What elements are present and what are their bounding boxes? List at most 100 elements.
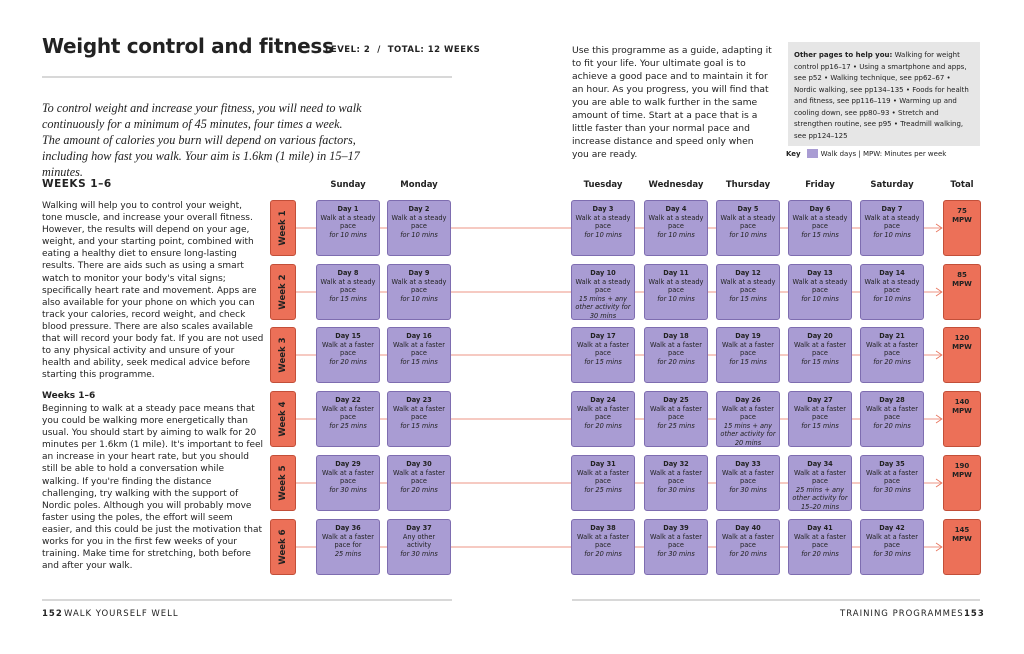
day-activity: Walk at a faster pace bbox=[866, 532, 918, 550]
column-header: Monday bbox=[400, 180, 438, 190]
column-header: Tuesday bbox=[583, 180, 623, 190]
day-cell: Day 28 Walk at a faster pace for 20 mins bbox=[860, 391, 924, 447]
day-number: Day 3 bbox=[592, 205, 614, 213]
day-duration: for 30 mins bbox=[657, 549, 695, 558]
day-cell: Day 23 Walk at a faster pace for 15 mins bbox=[387, 391, 451, 447]
day-number: Day 24 bbox=[590, 396, 616, 404]
day-activity: Walk at a steady pace bbox=[648, 213, 704, 231]
day-activity: Walk at a faster pace bbox=[722, 340, 774, 358]
day-duration: for 20 mins bbox=[329, 357, 367, 366]
day-number: Day 30 bbox=[406, 460, 432, 468]
sidebar-text: Walking for weight control pp16–17 • Usi… bbox=[794, 51, 969, 140]
day-number: Day 16 bbox=[406, 332, 432, 340]
day-duration: for 15 mins bbox=[801, 357, 839, 366]
day-cell: Day 27 Walk at a faster pace for 15 mins bbox=[788, 391, 852, 447]
week-label: Week 5 bbox=[278, 465, 288, 501]
day-cell: Day 39 Walk at a faster pace for 30 mins bbox=[644, 519, 708, 575]
day-activity: Walk at a faster pace bbox=[722, 404, 774, 422]
day-activity: Walk at a steady pace bbox=[864, 277, 920, 295]
total-box: 145 MPW bbox=[943, 519, 981, 575]
day-duration: for 30 mins bbox=[400, 549, 438, 558]
day-number: Day 5 bbox=[737, 205, 759, 213]
day-cell: Day 12 Walk at a steady pace for 15 mins bbox=[716, 264, 780, 320]
column-header: Wednesday bbox=[648, 180, 704, 190]
subheading: Weeks 1–6 bbox=[42, 391, 96, 401]
day-activity: Any other activity bbox=[402, 532, 436, 550]
day-number: Day 39 bbox=[663, 524, 689, 532]
day-number: Day 4 bbox=[665, 205, 687, 213]
day-duration: for 30 mins bbox=[873, 549, 911, 558]
day-number: Day 31 bbox=[590, 460, 616, 468]
day-duration: for 25 mins bbox=[657, 421, 695, 430]
day-duration: for 20 mins bbox=[873, 357, 911, 366]
day-activity: Walk at a faster pace bbox=[866, 340, 918, 358]
title: Weight control and fitness bbox=[42, 34, 334, 58]
day-cell: Day 29 Walk at a faster pace for 30 mins bbox=[316, 455, 380, 511]
day-cell: Day 13 Walk at a steady pace for 10 mins bbox=[788, 264, 852, 320]
day-duration: 15 mins + any other activity for 30 mins bbox=[575, 294, 631, 320]
day-number: Day 20 bbox=[807, 332, 833, 340]
intro: To control weight and increase your fitn… bbox=[42, 101, 362, 179]
day-number: Day 38 bbox=[590, 524, 616, 532]
day-cell: Day 8 Walk at a steady pace for 15 mins bbox=[316, 264, 380, 320]
day-cell: Day 42 Walk at a faster pace for 30 mins bbox=[860, 519, 924, 575]
day-cell: Day 32 Walk at a faster pace for 30 mins bbox=[644, 455, 708, 511]
day-duration: for 20 mins bbox=[584, 421, 622, 430]
day-number: Day 11 bbox=[663, 269, 689, 277]
day-duration: for 10 mins bbox=[400, 230, 438, 239]
total-box: 120 MPW bbox=[943, 327, 981, 383]
total-value: 140 bbox=[954, 398, 970, 406]
total-value: 85 bbox=[957, 271, 967, 279]
week-label-box: Week 3 bbox=[270, 327, 296, 383]
connector bbox=[935, 478, 943, 488]
day-activity: Walk at a faster pace bbox=[794, 340, 846, 358]
week-label: Week 3 bbox=[278, 337, 288, 373]
day-duration: for 20 mins bbox=[400, 485, 438, 494]
day-cell: Day 36 Walk at a faster pace for 25 mins bbox=[316, 519, 380, 575]
day-activity: Walk at a faster pace bbox=[794, 468, 846, 486]
day-activity: Walk at a faster pace bbox=[577, 404, 629, 422]
column-header: Friday bbox=[805, 180, 835, 190]
day-cell: Day 17 Walk at a faster pace for 15 mins bbox=[571, 327, 635, 383]
day-cell: Day 11 Walk at a steady pace for 10 mins bbox=[644, 264, 708, 320]
day-number: Day 10 bbox=[590, 269, 616, 277]
day-duration: for 15 mins bbox=[729, 357, 767, 366]
day-duration: for 10 mins bbox=[873, 294, 911, 303]
connector bbox=[935, 542, 943, 552]
day-cell: Day 34 Walk at a faster pace 25 mins + any… bbox=[788, 455, 852, 511]
day-duration: for 15 mins bbox=[400, 421, 438, 430]
day-number: Day 37 bbox=[406, 524, 432, 532]
key-swatch bbox=[806, 149, 818, 158]
column-header: Thursday bbox=[725, 180, 771, 190]
total-box: 85 MPW bbox=[943, 264, 981, 320]
day-number: Day 21 bbox=[879, 332, 905, 340]
day-activity: Walk at a faster pace bbox=[322, 468, 374, 486]
day-activity: Walk at a faster pace bbox=[322, 404, 374, 422]
day-cell: Day 7 Walk at a steady pace for 10 mins bbox=[860, 200, 924, 256]
day-activity: Walk at a steady pace bbox=[864, 213, 920, 231]
total-unit: MPW bbox=[952, 280, 972, 288]
total-box: 75 MPW bbox=[943, 200, 981, 256]
week-label-box: Week 2 bbox=[270, 264, 296, 320]
column-header: Total bbox=[950, 180, 974, 190]
total-value: 75 bbox=[957, 207, 967, 215]
day-cell: Day 9 Walk at a steady pace for 10 mins bbox=[387, 264, 451, 320]
day-duration: for 10 mins bbox=[873, 230, 911, 239]
day-number: Day 34 bbox=[807, 460, 833, 468]
day-activity: Walk at a steady pace bbox=[391, 277, 447, 295]
total-unit: MPW bbox=[952, 343, 972, 351]
day-duration: for 15 mins bbox=[329, 294, 367, 303]
day-duration: for 10 mins bbox=[729, 230, 767, 239]
day-cell: Day 5 Walk at a steady pace for 10 mins bbox=[716, 200, 780, 256]
day-duration: for 10 mins bbox=[329, 230, 367, 239]
total-value: 145 bbox=[954, 526, 970, 534]
day-number: Day 9 bbox=[408, 269, 430, 277]
day-activity: Walk at a faster pace bbox=[393, 404, 445, 422]
guide-text: Use this programme as a guide, adapting … bbox=[572, 45, 772, 160]
day-cell: Day 15 Walk at a faster pace for 20 mins bbox=[316, 327, 380, 383]
day-number: Day 18 bbox=[663, 332, 689, 340]
week-label: Week 1 bbox=[278, 210, 288, 246]
day-duration: 15 mins + any other activity for 20 mins bbox=[720, 421, 776, 447]
page-number: 152 bbox=[42, 609, 63, 619]
key: Key Walk days | MPW: Minutes per week bbox=[786, 149, 946, 158]
